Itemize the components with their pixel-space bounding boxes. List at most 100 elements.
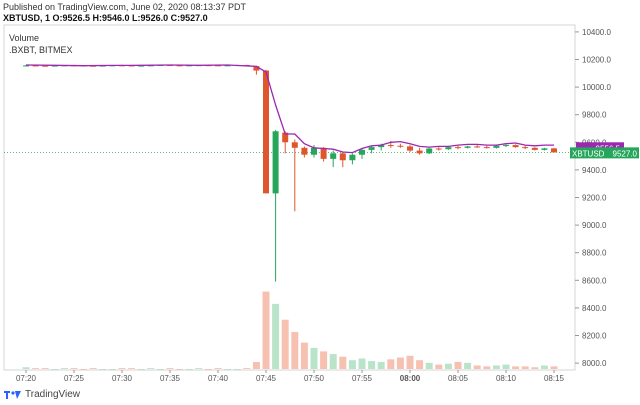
x-tick-label: 08:15 [544,374,565,383]
y-tick-label: 8800.0 [582,249,607,258]
volume-bar [387,359,395,369]
candle-body [378,145,385,148]
candle-body [263,70,269,194]
x-tick-label: 08:10 [496,374,517,383]
x-tick-label: 07:40 [208,374,229,383]
volume-bar [108,369,116,370]
tradingview-logo-icon [4,390,21,399]
published-caption: Published on TradingView.com, June 02, 2… [3,2,246,12]
volume-bar [156,369,164,370]
candle-body [397,145,404,147]
xbtusd-symbol-tag [570,147,606,159]
candle-body [416,150,423,154]
volume-bar [492,365,500,369]
candle-body [503,145,509,147]
x-tick-label: 07:45 [256,374,277,383]
volume-bar [195,368,203,369]
x-tick-label: 08:00 [400,374,421,383]
candle-body [215,65,221,67]
candle-body [464,146,471,148]
volume-bar [377,361,385,369]
symbol-ohlc: XBTUSD, 1 O:9526.5 H:9546.0 L:9526.0 C:9… [3,13,208,23]
volume-bar [118,368,126,369]
volume-bar [339,356,347,369]
candle-body [330,153,337,159]
x-tick-label: 08:05 [448,374,469,383]
candle-body [483,147,490,149]
volume-bar [550,366,558,369]
x-tick-label: 07:35 [160,374,181,383]
volume-bar [512,366,520,369]
x-tick-label: 07:30 [112,374,133,383]
volume-bar [185,369,193,370]
candle-body [445,147,452,150]
bxbt-index-line [25,64,554,154]
volume-bar [204,369,212,370]
footer-brand: TradingView [25,389,81,400]
volume-bar [358,358,366,369]
volume-bar [22,367,30,369]
volume-bar [262,291,270,369]
candle-body [272,131,279,194]
x-tick-label: 07:55 [352,374,373,383]
volume-bar [80,369,88,370]
volume-bar [348,360,356,369]
candle-body [138,65,145,67]
x-tick-label: 07:50 [304,374,325,383]
candle-body [349,154,356,161]
volume-bar [483,366,491,369]
y-tick-label: 8600.0 [582,276,607,285]
volume-bar [41,368,49,369]
volume-bar [329,354,337,369]
volume-bar [60,368,68,369]
volume-bar [51,369,59,370]
y-tick-label: 9400.0 [582,166,607,175]
volume-bar [99,369,107,370]
candle-body [435,148,442,150]
candle-body [42,65,49,67]
volume-bar [406,355,414,369]
candle-body [301,147,308,155]
volume-bar [214,368,222,369]
volume-bar [32,368,40,369]
candle-body [368,147,375,150]
candle-body [407,146,413,151]
x-tick-label: 07:20 [16,374,37,383]
volume-bar [272,303,280,369]
candle-body [32,65,39,67]
candle-body [23,65,29,67]
y-tick-label: 10000.0 [582,83,611,92]
candle-body [493,145,500,148]
volume-bar [137,369,145,370]
x-tick-label: 07:25 [64,374,85,383]
volume-bar [166,368,174,369]
volume-bar [425,362,433,369]
volume-bar [502,364,510,369]
volume-bar [243,368,251,369]
volume-bar [416,360,424,369]
volume-bar [310,347,318,369]
volume-bar [435,364,443,369]
volume-bar [252,361,260,369]
candle-body [551,148,557,153]
candle-body [339,153,346,161]
xbtusd-price-tag-text: 9527.0 [613,149,638,158]
candle-body [253,66,260,71]
volume-bar [454,361,462,369]
volume-bar [89,368,97,369]
plot-frame [3,24,576,371]
y-tick-label: 9200.0 [582,194,607,203]
candle-body [512,145,519,148]
candle-body [522,147,529,149]
candle-body [387,145,394,147]
xbtusd-price-tag [606,147,639,159]
volume-bar [291,332,299,369]
volume-bar [128,368,136,369]
candle-body [224,65,231,67]
candle-body [474,146,481,148]
xbtusd-symbol-tag-text: XBTUSD [572,149,605,158]
candle-body [320,147,327,159]
candle-body [311,147,317,155]
candle-body [455,147,461,149]
